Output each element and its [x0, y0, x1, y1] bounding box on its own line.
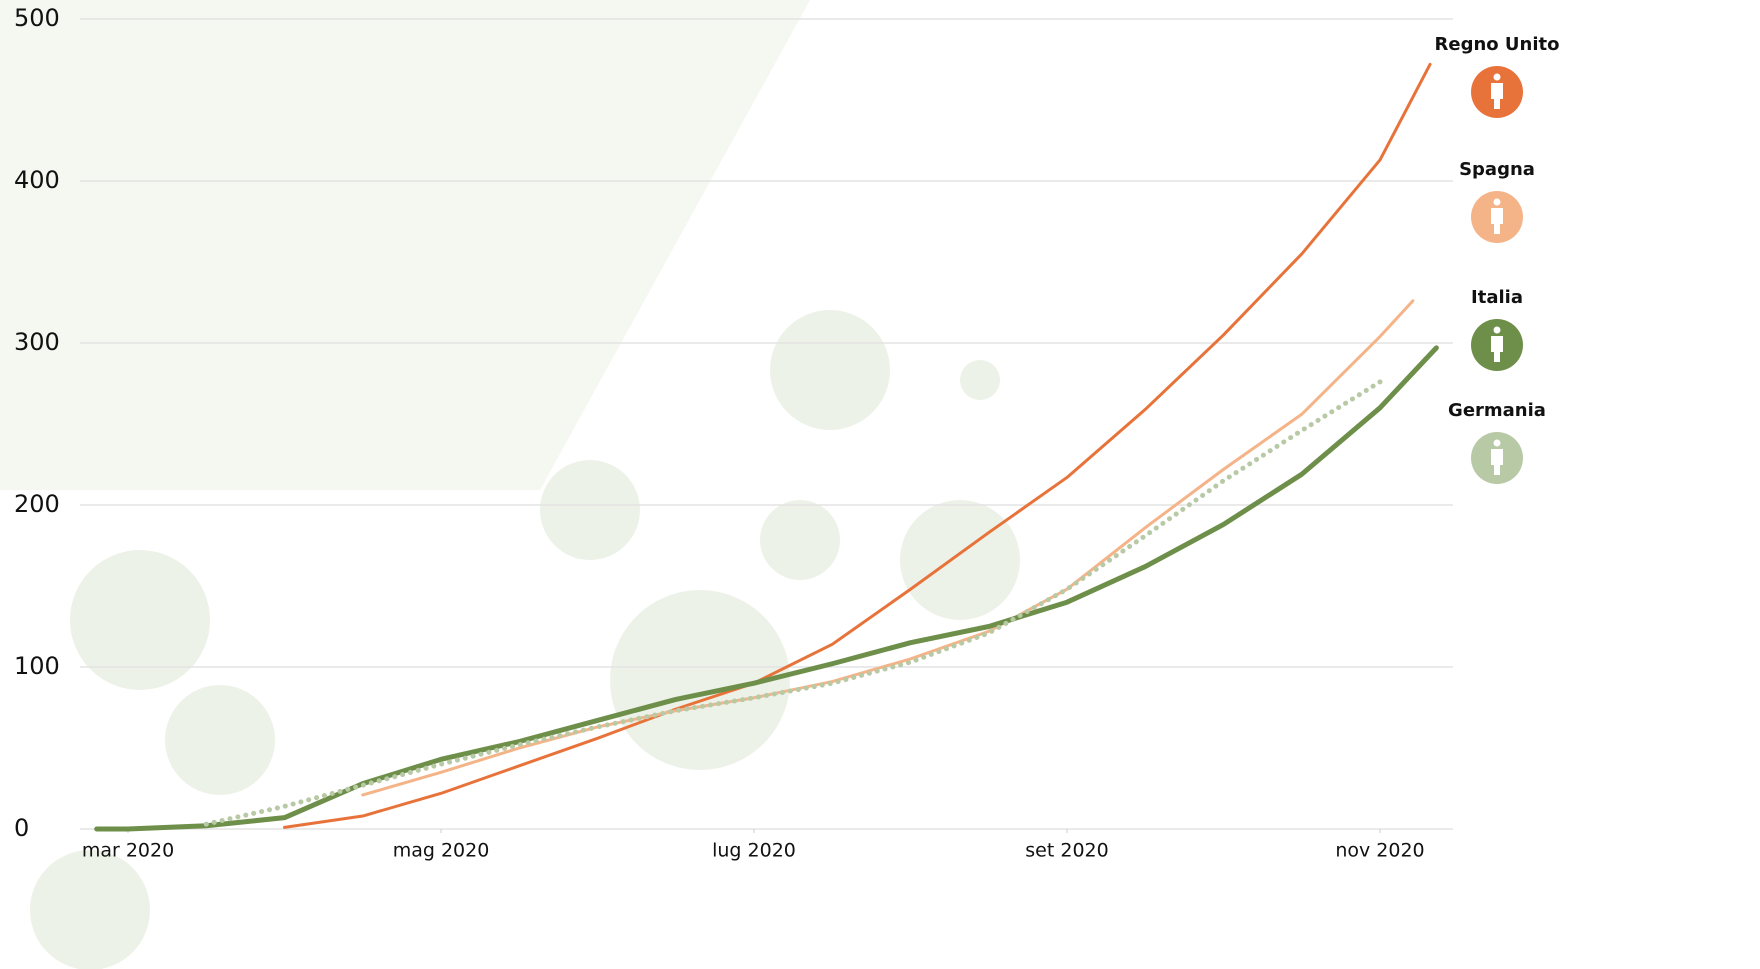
person-body [1491, 449, 1503, 475]
y-tick-label: 0 [14, 814, 29, 842]
person-head [1493, 73, 1501, 81]
person-body [1491, 83, 1503, 109]
x-tick-label: set 2020 [1025, 840, 1108, 862]
x-tick-label: lug 2020 [712, 840, 796, 862]
person-body [1491, 336, 1503, 362]
legend-icon [1471, 66, 1523, 118]
legend-icon [1471, 319, 1523, 371]
series-line [203, 379, 1383, 827]
x-tick-label: nov 2020 [1335, 840, 1424, 862]
series-line [94, 345, 1439, 832]
background-splatter [0, 0, 1020, 969]
legend-label: Italia [1471, 287, 1523, 308]
person-head [1493, 198, 1501, 206]
person-head [1493, 439, 1501, 447]
person-head [1493, 326, 1501, 334]
legend-label: Germania [1448, 400, 1546, 421]
y-tick-label: 500 [14, 4, 60, 32]
y-tick-label: 400 [14, 166, 60, 194]
y-tick-label: 200 [14, 490, 60, 518]
legend-icon [1471, 432, 1523, 484]
person-body [1491, 208, 1503, 234]
legend-label: Spagna [1459, 159, 1535, 180]
legend-label: Regno Unito [1435, 34, 1560, 55]
series-line [283, 62, 1432, 829]
legend-icon [1471, 191, 1523, 243]
x-tick-label: mag 2020 [393, 840, 490, 862]
y-tick-label: 100 [14, 652, 60, 680]
y-tick-label: 300 [14, 328, 60, 356]
x-tick-label: mar 2020 [82, 840, 174, 862]
